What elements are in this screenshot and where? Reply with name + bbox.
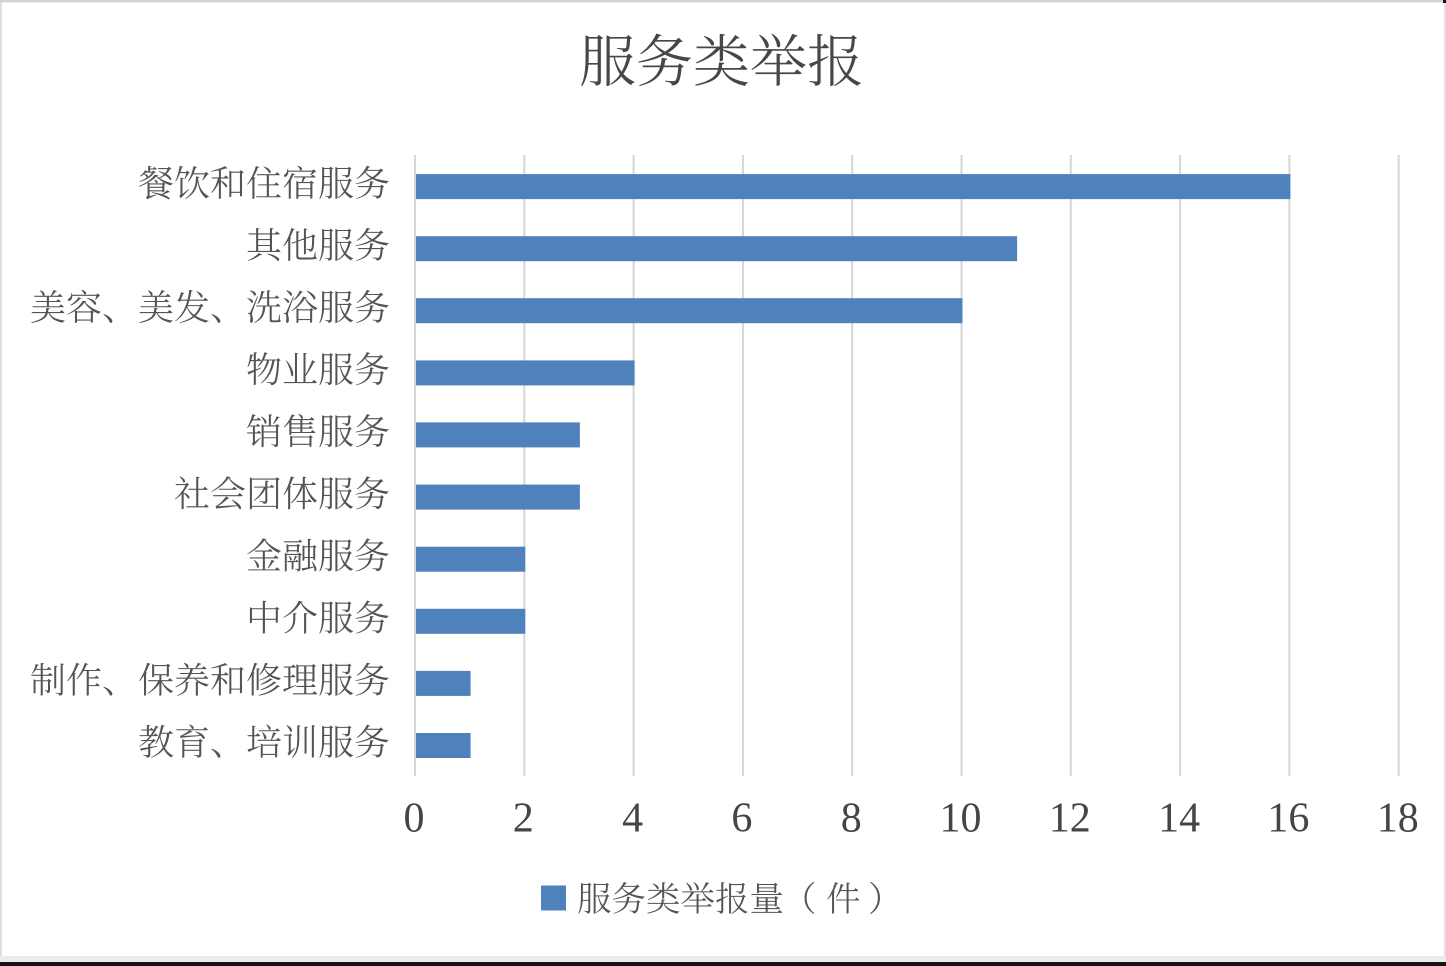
svg-text:2: 2 <box>513 796 534 842</box>
svg-text:0: 0 <box>404 796 425 842</box>
svg-text:10: 10 <box>940 796 982 842</box>
svg-text:12: 12 <box>1049 796 1091 842</box>
svg-text:16: 16 <box>1267 796 1309 842</box>
svg-text:18: 18 <box>1377 796 1419 842</box>
svg-text:4: 4 <box>622 796 643 842</box>
svg-text:6: 6 <box>731 796 752 842</box>
svg-text:8: 8 <box>841 796 862 842</box>
svg-text:14: 14 <box>1158 796 1200 842</box>
